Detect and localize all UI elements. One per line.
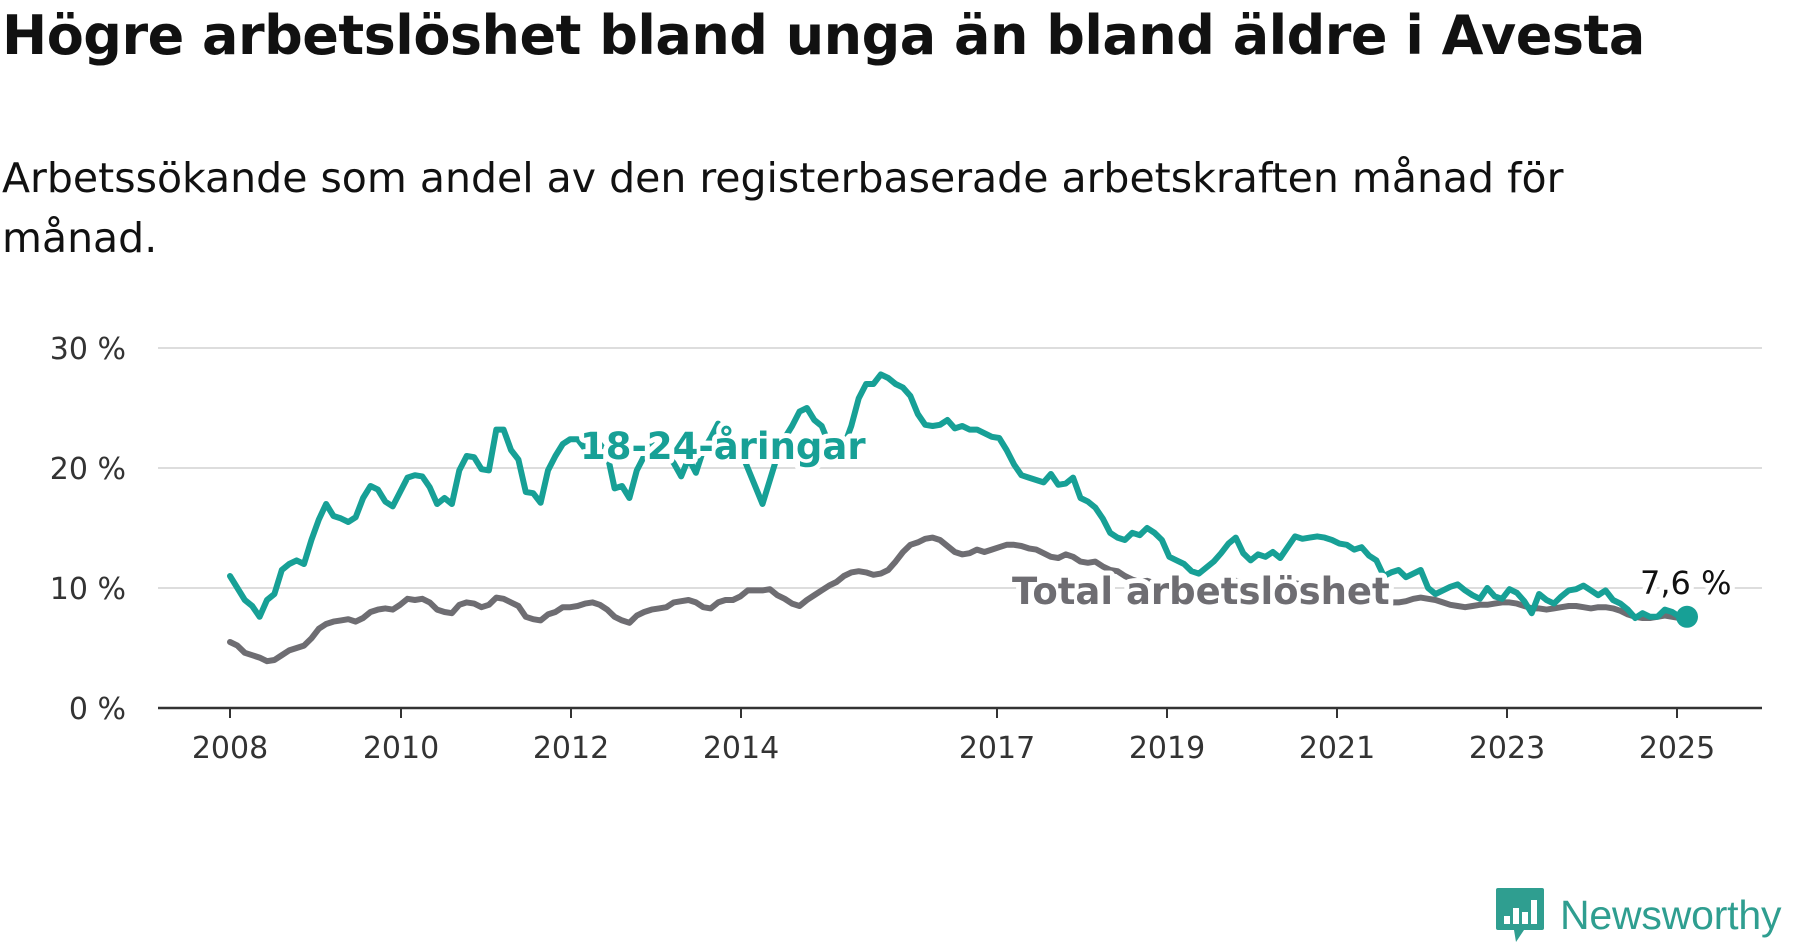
series-label-total: Total arbetslöshet bbox=[1012, 570, 1390, 613]
x-tick-label-2025: 2025 bbox=[1639, 731, 1715, 766]
chart-subtitle: Arbetssökande som andel av den registerb… bbox=[2, 154, 1564, 262]
end-point-marker bbox=[1676, 605, 1698, 628]
series-label-total-halo: Total arbetslöshet bbox=[1012, 570, 1390, 613]
gridlines bbox=[158, 347, 1762, 589]
x-tick-label-2012: 2012 bbox=[533, 731, 609, 766]
x-tick-label-2010: 2010 bbox=[363, 731, 439, 766]
chart-title: Högre arbetslöshet bland unga än bland ä… bbox=[2, 4, 1645, 67]
x-tick-label-2019: 2019 bbox=[1129, 731, 1205, 766]
x-tick-label-2008: 2008 bbox=[192, 731, 268, 766]
series-label-youth: 18-24-åringar bbox=[580, 425, 866, 468]
series-lines bbox=[227, 371, 1698, 665]
newsworthy-logo: Newsworthy bbox=[1494, 886, 1781, 944]
newsworthy-logo-icon bbox=[1496, 888, 1544, 942]
x-tick-label-2017: 2017 bbox=[959, 731, 1035, 766]
y-axis-tick-labels: 0 % 10 % 20 % 30 % bbox=[50, 332, 126, 727]
x-tick-label-2014: 2014 bbox=[703, 731, 779, 766]
series-line-total bbox=[227, 534, 1690, 665]
x-tick-label-2023: 2023 bbox=[1469, 731, 1545, 766]
x-tick-label-2021: 2021 bbox=[1299, 731, 1375, 766]
end-value-label: 7,6 % bbox=[1640, 564, 1731, 602]
series-line-youth bbox=[227, 371, 1690, 621]
y-tick-label-20: 20 % bbox=[50, 452, 126, 487]
y-tick-label-10: 10 % bbox=[50, 572, 126, 607]
y-tick-label-30: 30 % bbox=[50, 332, 126, 367]
y-tick-label-0: 0 % bbox=[69, 692, 126, 727]
end-value-label-halo: 7,6 % bbox=[1640, 564, 1731, 602]
series-label-youth-halo: 18-24-åringar bbox=[580, 425, 866, 468]
x-axis: 2008 2010 2012 2014 2017 2019 2021 2023 2025 bbox=[158, 706, 1762, 766]
brand-name: Newsworthy bbox=[1560, 891, 1782, 938]
